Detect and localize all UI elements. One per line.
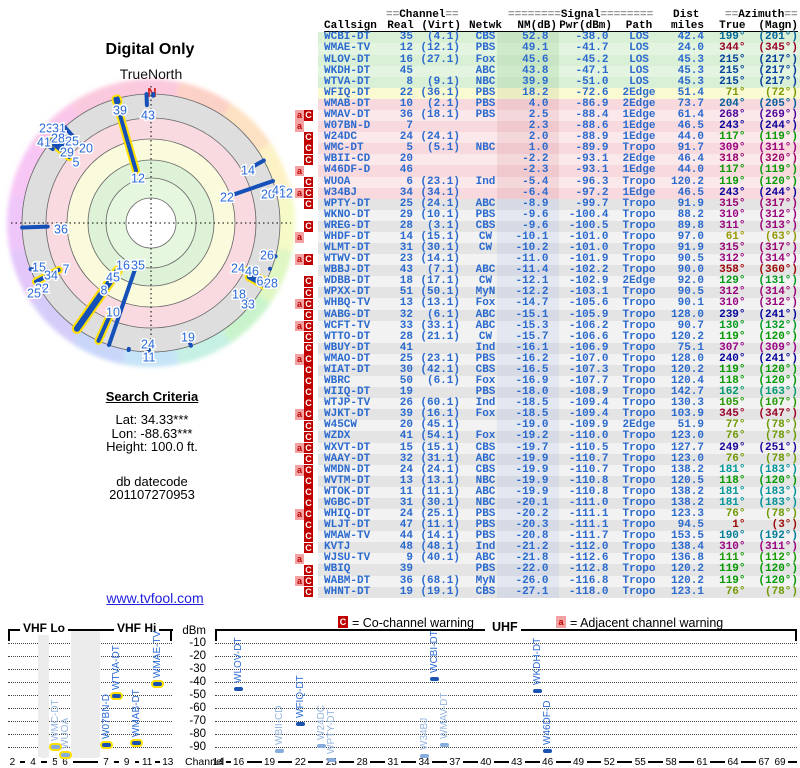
svg-text:35: 35 [131,259,145,273]
svg-text:24: 24 [141,338,155,352]
svg-text:34: 34 [44,269,58,283]
svg-text:5: 5 [73,156,80,170]
svg-text:25: 25 [27,287,41,301]
svg-text:41: 41 [37,136,51,150]
svg-text:31: 31 [52,122,66,136]
svg-text:6: 6 [257,275,264,289]
svg-text:46: 46 [245,265,259,279]
svg-text:22: 22 [220,191,234,205]
svg-text:26: 26 [260,249,274,263]
svg-text:18: 18 [232,288,246,302]
svg-text:11: 11 [143,351,156,365]
svg-text:28: 28 [264,277,278,291]
svg-text:20: 20 [261,188,275,202]
svg-text:8: 8 [101,284,108,298]
svg-text:33: 33 [241,298,255,312]
svg-text:43: 43 [141,109,155,123]
svg-text:32: 32 [35,282,49,296]
svg-text:45: 45 [106,271,120,285]
svg-text:12: 12 [131,172,145,186]
svg-text:20: 20 [79,142,93,156]
svg-text:29: 29 [60,146,74,160]
svg-text:36: 36 [54,223,68,237]
svg-text:28: 28 [51,132,65,146]
svg-text:24: 24 [231,262,245,276]
svg-text:25: 25 [65,135,79,149]
svg-text:39: 39 [113,104,127,118]
svg-text:12: 12 [279,187,293,201]
svg-text:48: 48 [272,184,286,198]
svg-text:23: 23 [39,122,53,136]
svg-text:15: 15 [32,261,46,275]
svg-text:14: 14 [241,164,255,178]
svg-text:7: 7 [63,263,70,277]
svg-text:16: 16 [116,259,130,273]
svg-text:19: 19 [181,331,195,345]
svg-text:TrueNorth: TrueNorth [120,66,183,82]
svg-text:10: 10 [106,306,120,320]
